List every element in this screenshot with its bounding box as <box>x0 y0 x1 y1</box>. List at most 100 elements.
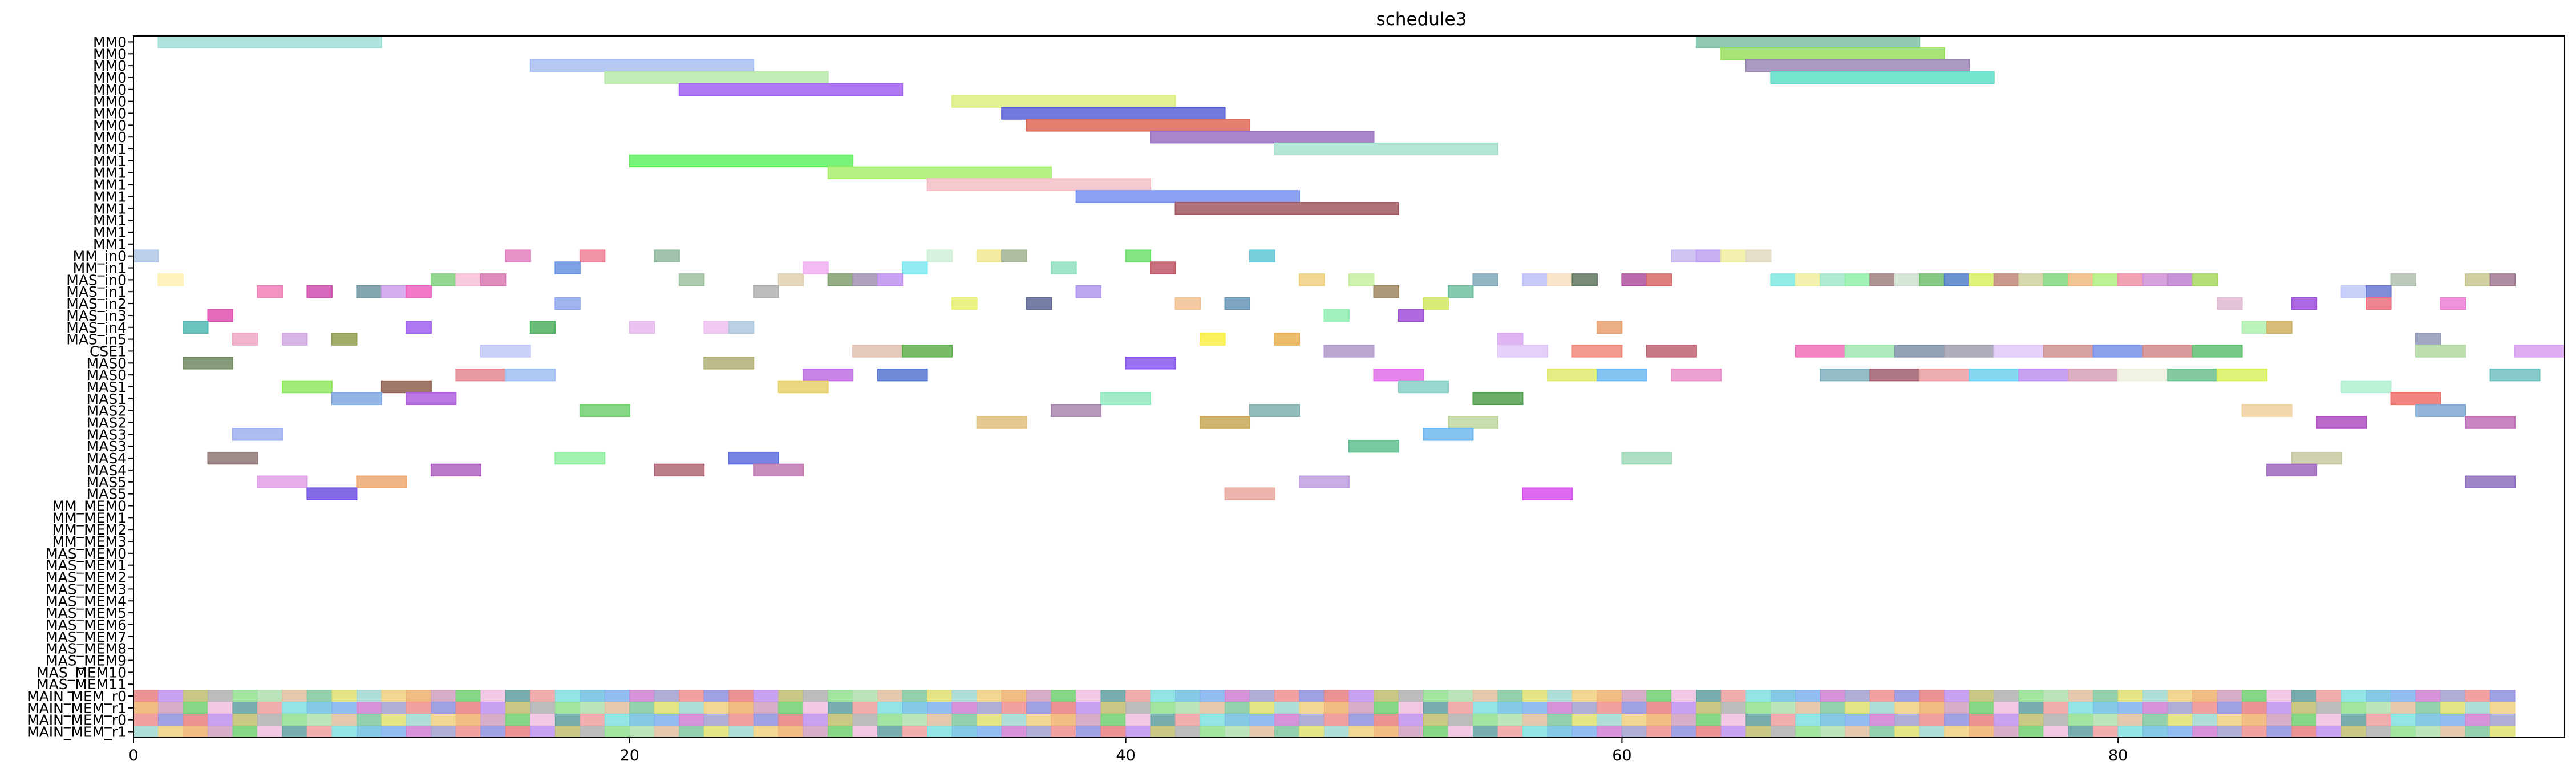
task-bar <box>1969 368 2020 382</box>
memory-slot-bar <box>1200 702 1226 714</box>
memory-slot-bar <box>406 702 432 714</box>
memory-slot-bar <box>1348 714 1374 726</box>
memory-slot-bar <box>977 714 1002 726</box>
memory-slot-bar <box>1597 690 1622 702</box>
y-tick-label: MAS5 <box>87 486 127 503</box>
memory-slot-bar <box>2291 702 2317 714</box>
task-bar <box>2241 321 2268 334</box>
memory-slot-bar <box>2093 690 2119 702</box>
memory-slot-bar <box>1770 725 1796 738</box>
task-bar <box>1423 428 1474 441</box>
task-bar <box>1869 273 1895 286</box>
task-bar <box>579 404 630 417</box>
task-bar <box>1373 285 1399 298</box>
memory-slot-bar <box>207 690 233 702</box>
memory-slot-bar <box>828 690 853 702</box>
memory-slot-bar <box>1994 714 2019 726</box>
memory-slot-bar <box>2217 702 2243 714</box>
task-bar <box>1522 487 1573 500</box>
memory-slot-bar <box>554 690 581 702</box>
memory-slot-bar <box>157 714 184 726</box>
task-bar <box>1174 202 1399 215</box>
memory-slot-bar <box>1125 725 1151 738</box>
memory-slot-bar <box>728 690 754 702</box>
memory-slot-bar <box>1944 714 1970 726</box>
memory-slot-bar <box>1225 690 1250 702</box>
memory-slot-bar <box>1299 714 1325 726</box>
memory-slot-bar <box>728 702 754 714</box>
memory-slot-bar <box>2415 702 2441 714</box>
task-bar <box>232 428 283 441</box>
memory-slot-bar <box>530 725 556 738</box>
task-bar <box>1844 345 1895 358</box>
task-bar <box>2366 297 2392 310</box>
memory-slot-bar <box>232 725 258 738</box>
memory-slot-bar <box>356 714 382 726</box>
memory-slot-bar <box>1969 702 1995 714</box>
y-tick-label: MM1 <box>93 236 127 253</box>
memory-slot-bar <box>2018 690 2044 702</box>
memory-slot-bar <box>1745 702 1771 714</box>
task-bar <box>1695 35 1921 48</box>
memory-slot-bar <box>753 690 779 702</box>
memory-slot-bar <box>1646 725 1672 738</box>
y-tick-label: MAS_in5 <box>66 331 127 348</box>
memory-slot-bar <box>654 714 680 726</box>
y-tick-label: MAS4 <box>87 462 127 479</box>
memory-slot-bar <box>2192 725 2218 738</box>
memory-slot-bar <box>902 725 928 738</box>
memory-slot-bar <box>828 702 853 714</box>
memory-slot-bar <box>580 690 605 702</box>
memory-slot-bar <box>2440 725 2466 738</box>
memory-slot-bar <box>381 714 407 726</box>
memory-slot-bar <box>1324 725 1350 738</box>
y-tick-label: MAS_MEM4 <box>46 593 127 609</box>
task-bar <box>753 285 779 298</box>
memory-slot-bar <box>1472 714 1498 726</box>
memory-slot-bar <box>1274 714 1300 726</box>
y-tick-label: MM0 <box>93 106 127 122</box>
memory-slot-bar <box>1225 714 1250 726</box>
memory-slot-bar <box>2415 690 2441 702</box>
task-bar <box>1621 451 1672 465</box>
task-bar <box>1695 249 1722 262</box>
memory-slot-bar <box>679 690 704 702</box>
memory-slot-bar <box>1845 725 1870 738</box>
task-bar <box>1249 249 1275 262</box>
task-bar <box>827 273 854 286</box>
y-tick-label: MAIN_MEM_r0 <box>27 712 127 729</box>
memory-slot-bar <box>580 725 605 738</box>
chart-title: schedule3 <box>1376 9 1467 30</box>
x-axis: 0 20 40 60 80 <box>128 738 2128 764</box>
task-bar <box>1100 392 1152 406</box>
memory-slot-bar <box>1671 725 1697 738</box>
memory-slot-bar <box>1820 690 1846 702</box>
task-bar <box>554 451 606 465</box>
memory-slot-bar <box>1299 702 1325 714</box>
task-bar <box>1671 249 1697 262</box>
memory-slot-bar <box>331 702 357 714</box>
memory-slot-bar <box>2266 690 2293 702</box>
memory-slot-bar <box>1994 702 2019 714</box>
memory-slot-bar <box>679 714 704 726</box>
task-bar <box>2489 368 2541 382</box>
memory-slot-bar <box>2341 690 2367 702</box>
task-bar <box>777 273 804 286</box>
memory-slot-bar <box>2440 714 2466 726</box>
memory-slot-bar <box>902 714 928 726</box>
task-bar <box>803 261 829 274</box>
memory-slot-bar <box>2440 690 2466 702</box>
memory-slot-bar <box>2366 690 2392 702</box>
memory-slot-bar <box>257 690 283 702</box>
memory-slot-bar <box>1324 702 1350 714</box>
memory-slot-bar <box>1894 714 1920 726</box>
memory-slot-bar <box>356 690 382 702</box>
memory-slot-bar <box>2242 725 2267 738</box>
task-bar <box>1919 368 1970 382</box>
task-bar <box>2340 285 2367 298</box>
y-tick-label: MM0 <box>93 70 127 86</box>
task-bar <box>1646 345 1697 358</box>
memory-slot-bar <box>232 714 258 726</box>
y-tick-label: MM_MEM0 <box>52 497 127 514</box>
memory-slot-bar <box>1324 690 1350 702</box>
